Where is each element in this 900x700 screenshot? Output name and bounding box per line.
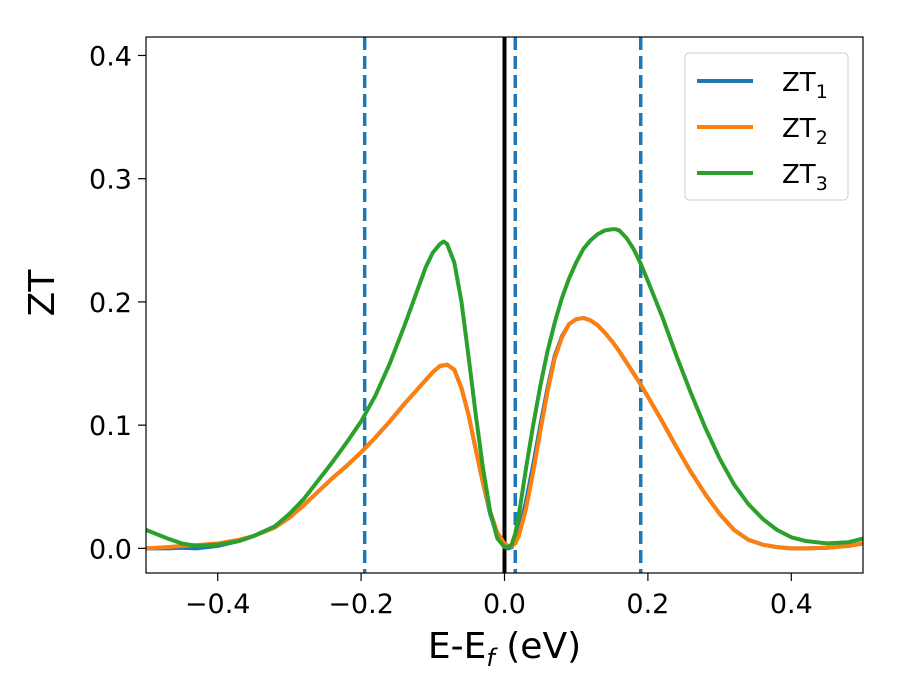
series-line-zt2: [146, 315, 863, 551]
legend-label-zt3: ZT3: [782, 160, 828, 195]
y-tick-label: 0.4: [89, 41, 132, 72]
x-tick-label: 0.4: [770, 589, 813, 620]
x-tick-label: −0.4: [185, 589, 251, 620]
y-axis-label: ZT: [22, 269, 63, 317]
series-line-zt3: [146, 227, 863, 550]
x-tick-label: 0.2: [626, 589, 669, 620]
reference-lines: [362, 37, 643, 573]
legend: ZT1 ZT2 ZT3: [684, 52, 849, 201]
legend-box: [684, 52, 849, 201]
y-axis-ticks: 0.0 0.1 0.2 0.3 0.4: [89, 41, 146, 565]
legend-label-zt1: ZT1: [782, 68, 828, 103]
y-tick-label: 0.0: [89, 534, 132, 565]
x-tick-label: 0.0: [483, 589, 526, 620]
y-tick-label: 0.3: [89, 165, 132, 196]
series-lines: [146, 227, 863, 551]
x-axis-label: E-Ef (eV): [428, 626, 581, 672]
x-axis-label-main: E-E: [428, 626, 486, 667]
x-axis-label-unit: (eV): [495, 626, 581, 667]
x-tick-label: −0.2: [328, 589, 394, 620]
y-tick-label: 0.2: [89, 288, 132, 319]
x-axis-ticks: −0.4 −0.2 0.0 0.2 0.4: [185, 573, 813, 620]
y-tick-label: 0.1: [89, 411, 132, 442]
legend-label-zt2: ZT2: [782, 114, 828, 149]
